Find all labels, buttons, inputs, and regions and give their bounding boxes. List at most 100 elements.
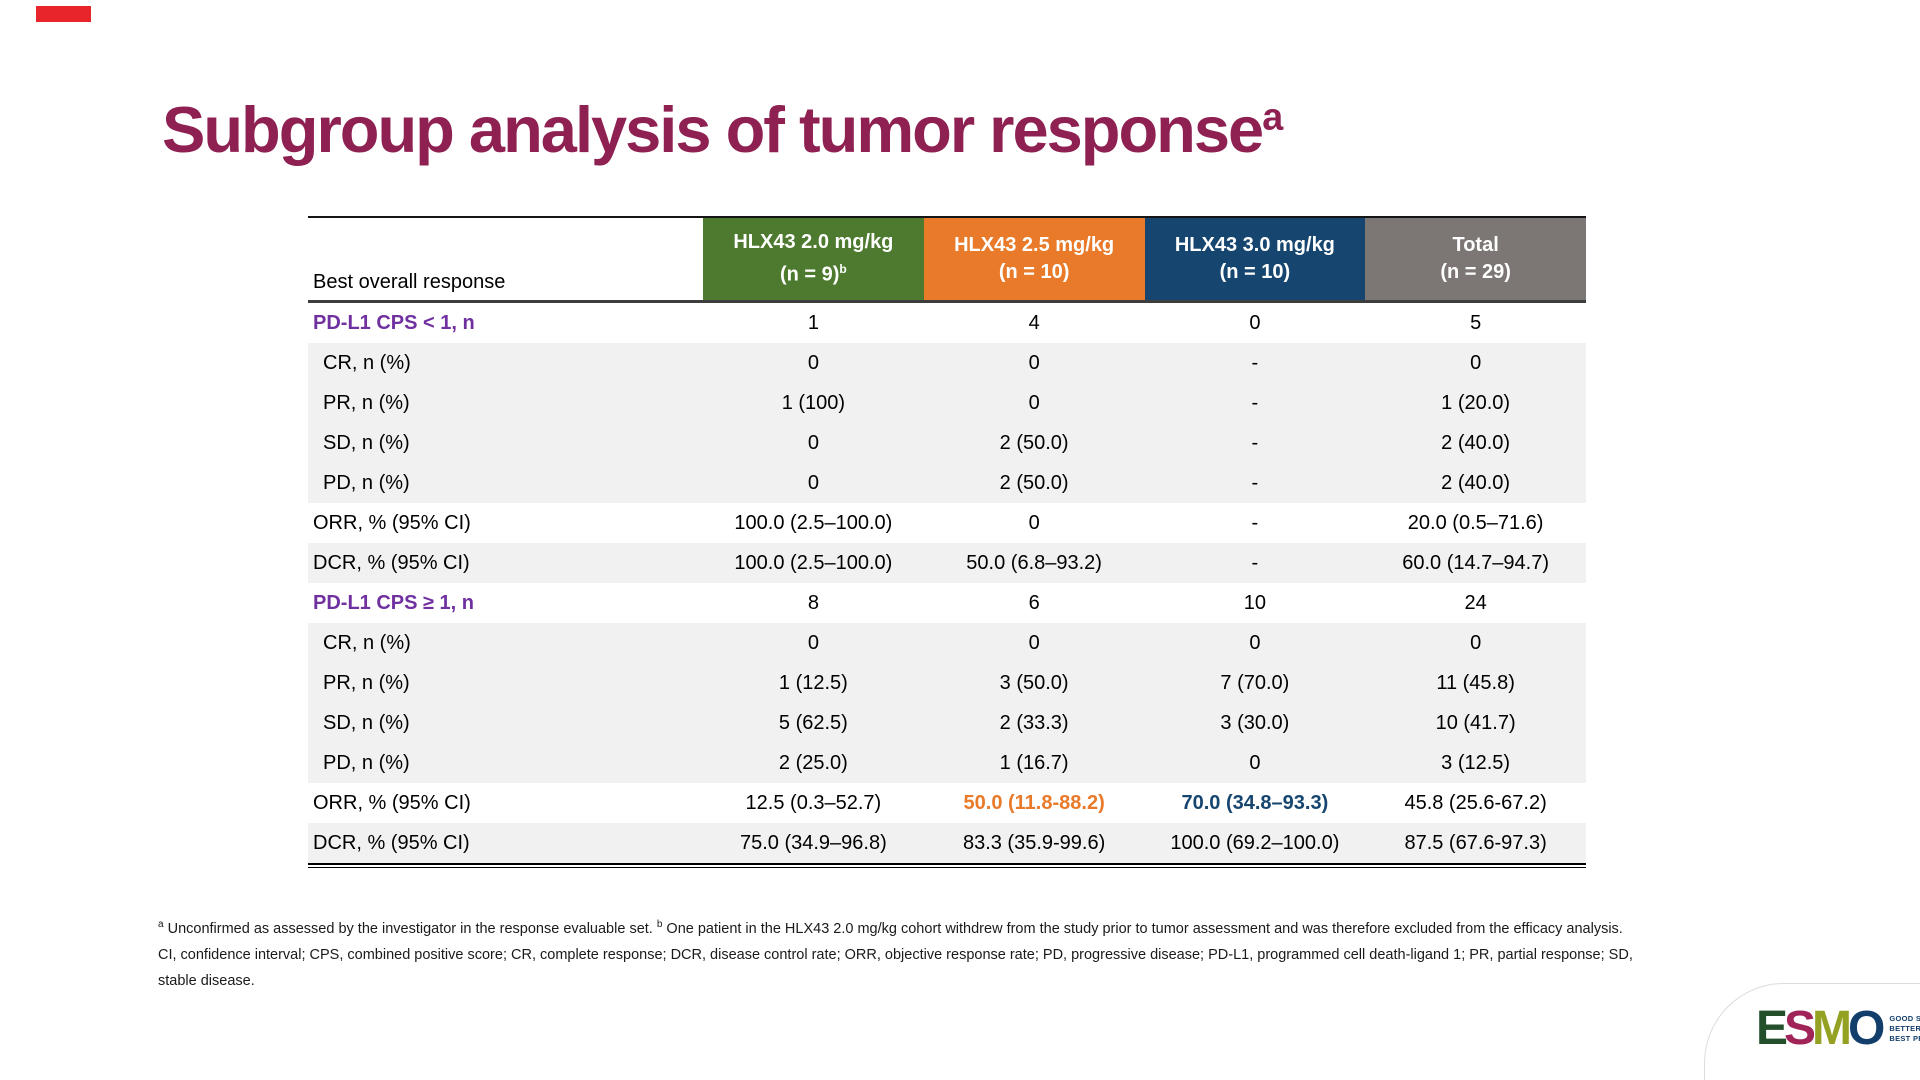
row-label: PD-L1 CPS ≥ 1, n bbox=[313, 591, 475, 614]
column-header-line2: (n = 9)b bbox=[779, 262, 847, 286]
row-label: CR, n (%) bbox=[323, 631, 411, 654]
column-header-line1: Total bbox=[1452, 234, 1499, 256]
esmo-letter: M bbox=[1812, 1002, 1852, 1055]
table-cell: 100.0 (69.2–100.0) bbox=[1170, 831, 1340, 854]
table-cell: 2 (25.0) bbox=[778, 751, 848, 774]
esmo-tagline-line: BETTER MEDICINE bbox=[1889, 1024, 1920, 1033]
row-label: CR, n (%) bbox=[323, 351, 411, 374]
table-bottom-line-inner bbox=[308, 867, 1586, 868]
row-label: SD, n (%) bbox=[323, 431, 410, 454]
row-label: PD-L1 CPS < 1, n bbox=[313, 311, 475, 334]
column-header-line1: HLX43 2.0 mg/kg bbox=[733, 231, 894, 254]
table-cell: 8 bbox=[807, 591, 819, 614]
column-header-hlx43-3-0: HLX43 3.0 mg/kg (n = 10) bbox=[1144, 218, 1366, 300]
table-cell: 2 (50.0) bbox=[999, 431, 1069, 454]
row-label: DCR, % (95% CI) bbox=[313, 831, 470, 854]
row-label: PR, n (%) bbox=[323, 671, 410, 694]
table-row: ORR, % (95% CI) 100.0 (2.5–100.0) 0 - 20.0 (… bbox=[308, 503, 1586, 543]
header-separator-line bbox=[308, 300, 1586, 303]
table-cell: - bbox=[1251, 471, 1259, 494]
table-cell: 0 bbox=[1470, 351, 1482, 374]
page-title-superscript: a bbox=[1262, 95, 1284, 138]
column-header-line2: (n = 10) bbox=[1219, 261, 1291, 283]
column-header-best-overall-response: Best overall response bbox=[308, 218, 703, 300]
table-cell: 1 bbox=[807, 311, 819, 334]
table-cell: 10 bbox=[1243, 591, 1266, 614]
esmo-logo: ESMO GOOD SCIENCEBETTER MEDICINEBEST PRA… bbox=[1756, 1005, 1920, 1053]
table-cell: 0 bbox=[807, 351, 819, 374]
table-cell: 0 bbox=[1249, 631, 1261, 654]
table-cell: 0 bbox=[807, 631, 819, 654]
row-label: SD, n (%) bbox=[323, 711, 410, 734]
table-cell: 0 bbox=[1028, 351, 1040, 374]
table-cell: 1 (20.0) bbox=[1441, 391, 1511, 414]
table-cell: 0 bbox=[1028, 631, 1040, 654]
table-cell: 0 bbox=[807, 431, 819, 454]
table-cell: 2 (50.0) bbox=[999, 471, 1069, 494]
column-header-hlx43-2-5: HLX43 2.5 mg/kg (n = 10) bbox=[923, 218, 1145, 300]
table-row: PR, n (%) 1 (100) 0 - 1 (20.0) bbox=[308, 383, 1586, 423]
table-row: DCR, % (95% CI) 100.0 (2.5–100.0) 50.0 (6.… bbox=[308, 543, 1586, 583]
table-row: CR, n (%) 0 0 - 0 bbox=[308, 343, 1586, 383]
table-cell: 50.0 (6.8–93.2) bbox=[966, 551, 1102, 574]
table-row: PD, n (%) 2 (25.0) 1 (16.7) 0 3 (12.5) bbox=[308, 743, 1586, 783]
table-row: DCR, % (95% CI) 75.0 (34.9–96.8) 83.3 (35.… bbox=[308, 823, 1586, 863]
table-cell: 100.0 (2.5–100.0) bbox=[734, 551, 893, 574]
table-cell: 2 (40.0) bbox=[1441, 431, 1511, 454]
page-title-text: Subgroup analysis of tumor response bbox=[162, 93, 1264, 166]
table-cell: 87.5 (67.6-97.3) bbox=[1404, 831, 1547, 854]
table-cell: 5 (62.5) bbox=[778, 711, 848, 734]
table-row: PD, n (%) 0 2 (50.0) - 2 (40.0) bbox=[308, 463, 1586, 503]
esmo-tagline-line: BEST PRACTICE bbox=[1889, 1034, 1920, 1043]
table-cell: 0 bbox=[1249, 311, 1261, 334]
table-row: SD, n (%) 0 2 (50.0) - 2 (40.0) bbox=[308, 423, 1586, 463]
table-row: CR, n (%) 0 0 0 0 bbox=[308, 623, 1586, 663]
table-cell: 45.8 (25.6-67.2) bbox=[1404, 791, 1547, 814]
table-cell: 3 (50.0) bbox=[999, 671, 1069, 694]
table-cell: - bbox=[1251, 511, 1259, 534]
table-cell: 0 bbox=[1028, 391, 1040, 414]
esmo-letter: S bbox=[1784, 1002, 1816, 1055]
column-header-total: Total (n = 29) bbox=[1365, 218, 1586, 300]
table-cell: 10 (41.7) bbox=[1435, 711, 1516, 734]
table-row: PD-L1 CPS < 1, n 1 4 0 5 bbox=[308, 303, 1586, 343]
column-header-superscript: b bbox=[839, 262, 847, 277]
table-cell: - bbox=[1251, 551, 1259, 574]
esmo-letter: E bbox=[1756, 1002, 1788, 1055]
table-body: PD-L1 CPS < 1, n 1 4 0 5 CR, n (%) 0 0 - 0 PR, n (… bbox=[308, 303, 1586, 863]
response-table: Best overall response HLX43 2.0 mg/kg (n… bbox=[308, 216, 1586, 868]
table-cell: 3 (30.0) bbox=[1220, 711, 1290, 734]
page-title: Subgroup analysis of tumor responsea bbox=[162, 93, 1284, 166]
table-row: ORR, % (95% CI) 12.5 (0.3–52.7) 50.0 (11.8… bbox=[308, 783, 1586, 823]
footnote-a-marker: a bbox=[158, 919, 164, 930]
footnotes: a Unconfirmed as assessed by the investi… bbox=[158, 912, 1658, 994]
column-header-line2: (n = 10) bbox=[998, 261, 1070, 283]
row-header-label: Best overall response bbox=[313, 271, 506, 293]
esmo-logo-tagline: GOOD SCIENCEBETTER MEDICINEBEST PRACTICE bbox=[1889, 1015, 1920, 1043]
table-cell: 1 (100) bbox=[781, 391, 846, 414]
footnote-abbreviations: CI, confidence interval; CPS, combined p… bbox=[158, 946, 1633, 989]
table-cell: - bbox=[1251, 431, 1259, 454]
red-accent-bar bbox=[36, 6, 91, 22]
row-label: ORR, % (95% CI) bbox=[313, 511, 471, 534]
table-cell: 0 bbox=[807, 471, 819, 494]
column-header-line1: HLX43 2.5 mg/kg bbox=[954, 234, 1115, 256]
table-cell: 2 (33.3) bbox=[999, 711, 1069, 734]
table-cell: 5 bbox=[1470, 311, 1482, 334]
table-cell: 4 bbox=[1028, 311, 1040, 334]
table-cell: 7 (70.0) bbox=[1220, 671, 1290, 694]
table-row: SD, n (%) 5 (62.5) 2 (33.3) 3 (30.0) 10 (41.… bbox=[308, 703, 1586, 743]
footnote-b-marker: b bbox=[656, 919, 663, 930]
row-label: PR, n (%) bbox=[323, 391, 410, 414]
footnote-study-notes: a Unconfirmed as assessed by the investi… bbox=[158, 919, 1623, 937]
row-label: DCR, % (95% CI) bbox=[313, 551, 470, 574]
table-row: PR, n (%) 1 (12.5) 3 (50.0) 7 (70.0) 11 (45.… bbox=[308, 663, 1586, 703]
table-cell: 1 (12.5) bbox=[778, 671, 848, 694]
table-cell: 75.0 (34.9–96.8) bbox=[739, 831, 887, 854]
table-cell: - bbox=[1251, 351, 1259, 374]
row-label: PD, n (%) bbox=[323, 751, 410, 774]
esmo-logo-letters: ESMO bbox=[1756, 1005, 1885, 1053]
table-cell: 50.0 (11.8-88.2) bbox=[963, 791, 1105, 814]
table-cell: 83.3 (35.9-99.6) bbox=[962, 831, 1106, 854]
